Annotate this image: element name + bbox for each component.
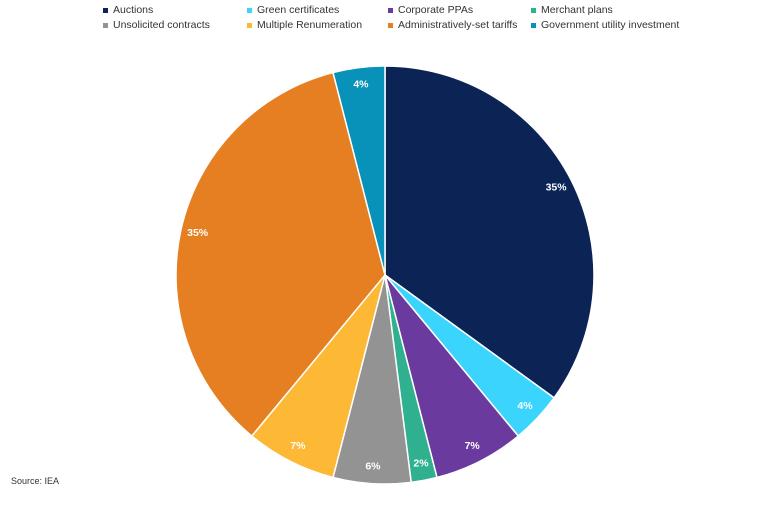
legend-label: Government utility investment: [541, 19, 680, 31]
legend-label: Corporate PPAs: [398, 4, 474, 16]
legend-label: Merchant plans: [541, 4, 613, 16]
pie-slice-auctions: [384, 65, 595, 399]
legend-item-auctions: Auctions: [103, 3, 247, 17]
legend-item-corporate-ppas: Corporate PPAs: [388, 3, 531, 17]
legend-label: Auctions: [113, 4, 154, 16]
legend-label: Unsolicited contracts: [113, 19, 210, 31]
pie-slice-government-utility-investment: [332, 65, 386, 276]
legend-swatch: [531, 7, 536, 13]
legend-swatch: [531, 22, 536, 28]
data-label-corporate-ppas: 7%: [465, 440, 481, 452]
data-label-green-certificates: 4%: [517, 400, 533, 412]
data-label-administratively-set-tariffs: 35%: [187, 227, 209, 239]
legend-label: Administratively-set tariffs: [398, 19, 518, 31]
legend-label: Green certificates: [257, 4, 340, 16]
data-label-unsolicited-contracts: 6%: [365, 460, 381, 472]
legend-swatch: [103, 22, 108, 28]
legend-label: Multiple Renumeration: [257, 19, 363, 31]
legend-item-multiple-renumeration: Multiple Renumeration: [247, 18, 388, 32]
legend-item-government-utility-investment: Government utility investment: [531, 18, 691, 32]
legend-swatch: [247, 22, 252, 28]
legend-swatch: [388, 22, 393, 28]
legend-swatch: [388, 7, 393, 13]
legend-item-merchant-plans: Merchant plans: [531, 3, 691, 17]
chart-legend: Auctions Green certificates Corporate PPAs…: [103, 3, 703, 32]
data-label-merchant-plans: 2%: [413, 457, 429, 469]
pie-slice-administratively-set-tariffs: [175, 71, 386, 438]
data-label-multiple-renumeration: 7%: [290, 440, 306, 452]
source-note: Source: IEA: [11, 476, 60, 486]
legend-item-green-certificates: Green certificates: [247, 3, 388, 17]
data-label-government-utility-investment: 4%: [353, 78, 369, 90]
legend-item-unsolicited-contracts: Unsolicited contracts: [103, 18, 247, 32]
legend-swatch: [247, 7, 252, 13]
data-label-auctions: 35%: [546, 182, 568, 194]
legend-swatch: [103, 7, 108, 13]
legend-item-administratively-set-tariffs: Administratively-set tariffs: [388, 18, 531, 32]
